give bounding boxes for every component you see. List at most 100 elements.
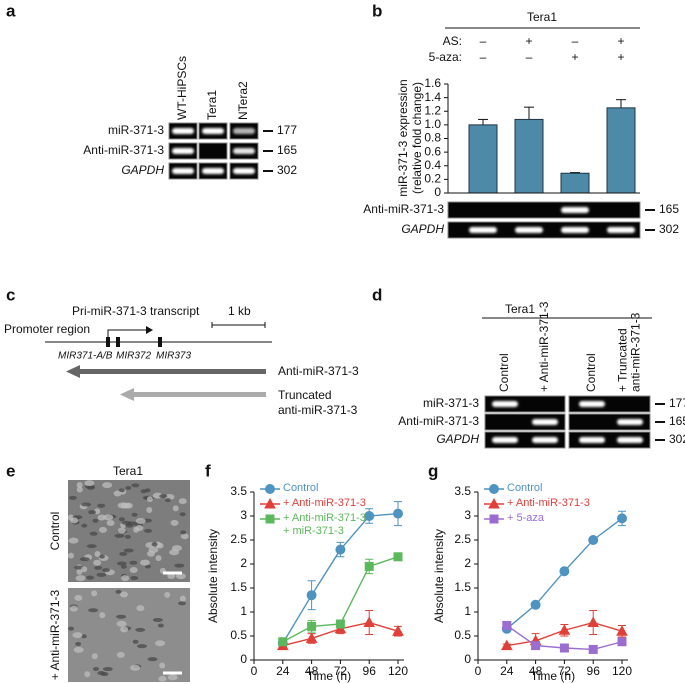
cell [98,526,107,533]
x-tick-label: 48 [305,664,319,678]
x-tick-label: 120 [612,664,632,678]
x-tick-label: 120 [388,664,408,678]
cell [118,488,125,493]
cell [151,542,158,547]
condition-value: + [617,34,624,48]
arrow-head [66,365,80,378]
gel-band [561,207,589,213]
arrow-head [120,388,134,401]
x-tick-label: 96 [587,664,601,678]
cell [124,534,131,539]
y-tick-label: 2.5 [454,532,471,546]
y-tick-label: 3.5 [454,484,471,498]
panel-label: e [6,461,15,480]
condition-value: – [480,50,487,64]
cell [164,591,171,598]
cell [68,626,75,631]
cell [157,623,164,628]
cell [146,506,153,513]
y-tick-label: 0.8 [424,131,441,145]
cell [99,612,106,619]
size-label: 177 [277,123,297,137]
cell [67,552,74,559]
y-tick-label: 2.5 [230,532,247,546]
image-title: Tera1 [113,464,143,478]
chart-title: Tera1 [527,10,557,24]
y-tick-label: 0.5 [230,628,247,642]
gel-band [579,437,605,443]
cell [75,641,82,646]
point [617,513,627,524]
point [502,620,512,630]
cell [96,572,107,577]
lane-label: + Anti-miR-371-3 [537,301,551,392]
legend-entry: + Anti-miR-371-3 + miR-371-3 [283,512,366,537]
cell [180,530,187,535]
legend-entry: Control [283,482,318,494]
cell [146,496,153,503]
condition-value: + [525,34,532,48]
x-tick-label: 0 [251,664,258,678]
legend-label: + Anti-miR-371-3 [283,497,366,509]
cell [72,632,83,639]
gel-box [198,142,228,160]
condition-value: – [480,34,487,48]
legend-label: + Anti-miR-371-3 [507,497,590,509]
cell [98,554,105,559]
y-tick-label: 1.2 [424,103,441,117]
point [364,511,375,521]
cell [140,489,147,494]
row-label: miR-371-3 [108,123,164,137]
cell [115,589,122,594]
point [558,624,571,635]
cell [94,551,101,558]
tss-arrow [107,329,146,342]
condition-value: – [526,50,533,64]
gel-box [568,431,651,449]
x-tick-label: 72 [334,664,348,678]
y-tick-label: 1 [240,604,247,618]
cell [139,559,150,566]
gel-band [515,227,543,233]
cell [102,568,111,573]
cell [68,495,77,500]
gel-band [607,227,635,233]
gel-band [172,168,194,174]
y-tick-label: 0 [240,652,247,666]
panel-label: c [6,285,15,304]
cell [87,510,96,515]
cell [170,519,179,526]
cell [129,560,138,565]
gel-band [532,437,558,443]
gel-box [447,221,641,239]
cell [88,608,99,613]
cell [74,594,83,601]
row-label: GAPDH [121,163,164,177]
y-tick-label: 2 [464,556,471,570]
cell [125,523,134,528]
cell [73,646,84,653]
point [559,643,569,653]
gene-label: MIR371-A/B [58,351,113,362]
scale-bar [211,322,266,328]
cell [158,675,167,682]
cell [179,595,186,602]
antisense-arrow [78,369,266,374]
x-tick-label: 72 [558,664,572,678]
gel-band [617,419,643,425]
bar [468,124,498,194]
cell [123,548,134,553]
gene [116,337,120,347]
cell [117,527,126,534]
cell [120,626,129,633]
cell [93,559,102,566]
size-label: 165 [277,143,297,157]
cell [91,653,98,660]
point [305,632,318,643]
y-tick-label: 1.0 [424,117,441,131]
y-tick-label: 1.5 [230,580,247,594]
point [588,535,599,545]
condition-label: AS: [443,34,462,48]
row-label: + Anti-miR-371-3 [48,589,62,680]
gel-box [484,431,566,449]
